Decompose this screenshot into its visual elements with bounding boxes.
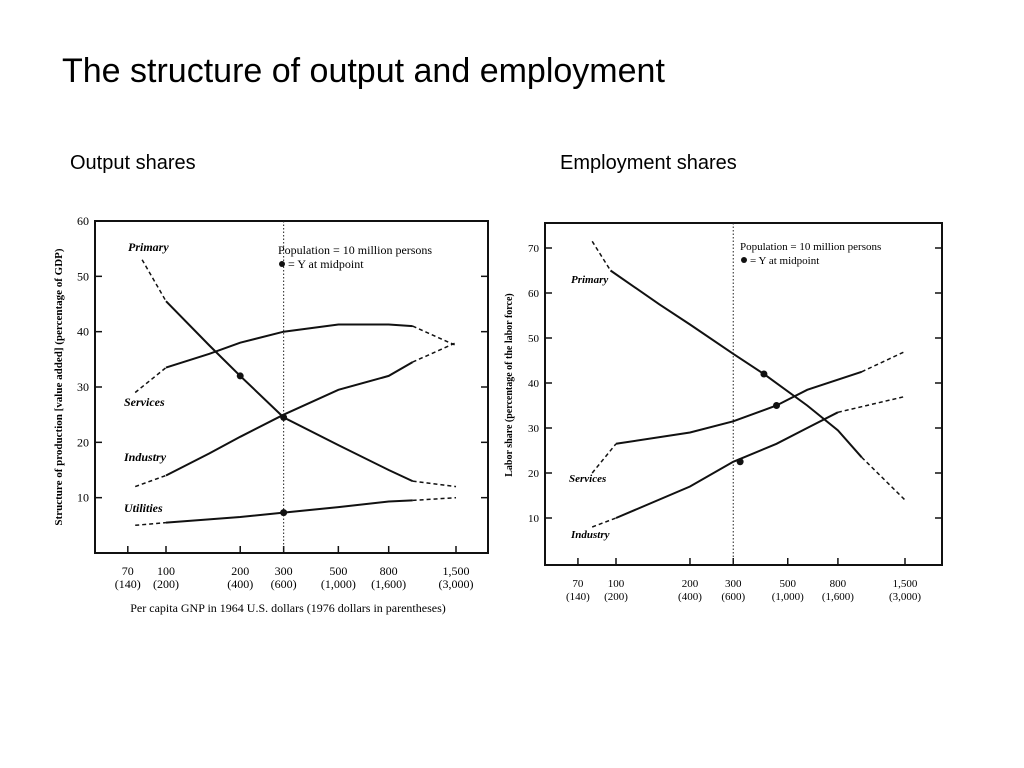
- x-tick-label-1976: (400): [227, 577, 253, 591]
- y-tick-label: 20: [528, 468, 540, 480]
- x-tick-label: 200: [682, 578, 699, 590]
- x-tick-label-1976: (200): [153, 577, 179, 591]
- plot-frame: [544, 222, 943, 566]
- x-axis-title: Per capita GNP in 1964 U.S. dollars (197…: [130, 601, 446, 615]
- legend-marker: [741, 257, 747, 263]
- y-axis-title: Labor share (percentage of the labor for…: [504, 293, 515, 477]
- y-tick-label: 10: [77, 491, 89, 505]
- x-tick-label: 800: [380, 564, 398, 578]
- x-tick-label-1976: (600): [721, 591, 745, 603]
- legend-marker: [279, 261, 285, 267]
- series-utilities-midpoint-marker: [280, 509, 288, 517]
- series-primary-midpoint-marker: [760, 370, 768, 378]
- y-tick-label: 40: [77, 325, 89, 339]
- series-primary-dashed-start: [591, 240, 612, 271]
- series-industry-label: Industry: [123, 450, 167, 464]
- series-industry-midpoint-marker: [280, 413, 288, 421]
- x-tick-label: 800: [830, 578, 847, 590]
- output-shares-heading: Output shares: [70, 152, 196, 174]
- series-services-line: [615, 370, 863, 445]
- y-axis-title: Structure of production [value added] (p…: [53, 248, 65, 525]
- series-services-dashed-start: [591, 443, 617, 474]
- x-tick-label-1976: (1,000): [321, 577, 356, 591]
- series-primary-label: Primary: [128, 240, 169, 254]
- series-primary-label: Primary: [571, 274, 608, 286]
- series-industry-line: [615, 411, 839, 519]
- series-utilities-line: [165, 499, 413, 524]
- employment-shares-heading: Employment shares: [560, 152, 737, 174]
- series-services-line: [165, 323, 413, 369]
- series-primary-dashed-end: [861, 456, 906, 501]
- x-tick-label-1976: (1,600): [371, 577, 406, 591]
- series-primary-dashed-end: [412, 480, 457, 488]
- series-industry-dashed-end: [837, 395, 906, 414]
- x-tick-label: 500: [780, 578, 797, 590]
- x-tick-label: 100: [608, 578, 625, 590]
- y-tick-label: 20: [77, 435, 89, 449]
- series-services-label: Services: [569, 473, 606, 485]
- legend-midpoint: = Y at midpoint: [750, 255, 819, 267]
- x-tick-label: 100: [157, 564, 175, 578]
- series-utilities-label: Utilities: [124, 501, 163, 515]
- x-tick-label-1976: (1,600): [822, 591, 854, 603]
- legend-midpoint: = Y at midpoint: [288, 257, 364, 271]
- series-utilities-dashed-end: [412, 496, 457, 502]
- x-tick-label: 70: [122, 564, 134, 578]
- y-tick-label: 50: [77, 269, 89, 283]
- x-tick-label: 1,500: [443, 564, 470, 578]
- x-tick-label-1976: (140): [566, 591, 590, 603]
- y-tick-label: 70: [528, 243, 540, 255]
- series-utilities-dashed-start: [135, 521, 167, 527]
- series-primary-line: [609, 269, 863, 458]
- x-tick-label: 300: [725, 578, 742, 590]
- y-tick-label: 30: [528, 423, 540, 435]
- y-tick-label: 60: [77, 214, 89, 228]
- series-services-midpoint-marker: [773, 402, 781, 409]
- y-tick-label: 50: [528, 333, 540, 345]
- series-industry-dashed-end: [412, 342, 457, 363]
- series-primary-dashed-start: [141, 259, 167, 302]
- series-industry-midpoint-marker: [736, 458, 744, 466]
- series-primary-midpoint-marker: [236, 372, 244, 380]
- legend-population: Population = 10 million persons: [740, 241, 881, 253]
- x-tick-label-1976: (3,000): [439, 577, 474, 591]
- x-tick-label-1976: (140): [115, 577, 141, 591]
- x-tick-label-1976: (3,000): [889, 591, 921, 603]
- x-tick-label: 1,500: [893, 578, 918, 590]
- series-industry-dashed-start: [591, 517, 617, 528]
- y-tick-label: 60: [528, 288, 540, 300]
- series-industry-label: Industry: [570, 529, 610, 541]
- x-tick-label-1976: (200): [604, 591, 628, 603]
- x-tick-label: 200: [231, 564, 249, 578]
- series-services-label: Services: [124, 395, 165, 409]
- y-tick-label: 10: [528, 513, 540, 525]
- y-tick-label: 30: [77, 380, 89, 394]
- x-tick-label-1976: (1,000): [772, 591, 804, 603]
- slide-title: The structure of output and employment: [62, 52, 665, 90]
- legend-population: Population = 10 million persons: [278, 243, 432, 257]
- y-tick-label: 40: [528, 378, 540, 390]
- series-services-dashed-end: [412, 325, 457, 347]
- x-tick-label-1976: (600): [271, 577, 297, 591]
- series-services-dashed-end: [861, 350, 906, 373]
- series-industry-dashed-start: [134, 474, 167, 488]
- x-tick-label-1976: (400): [678, 591, 702, 603]
- x-tick-label: 70: [572, 578, 584, 590]
- x-tick-label: 500: [329, 564, 347, 578]
- x-tick-label: 300: [275, 564, 293, 578]
